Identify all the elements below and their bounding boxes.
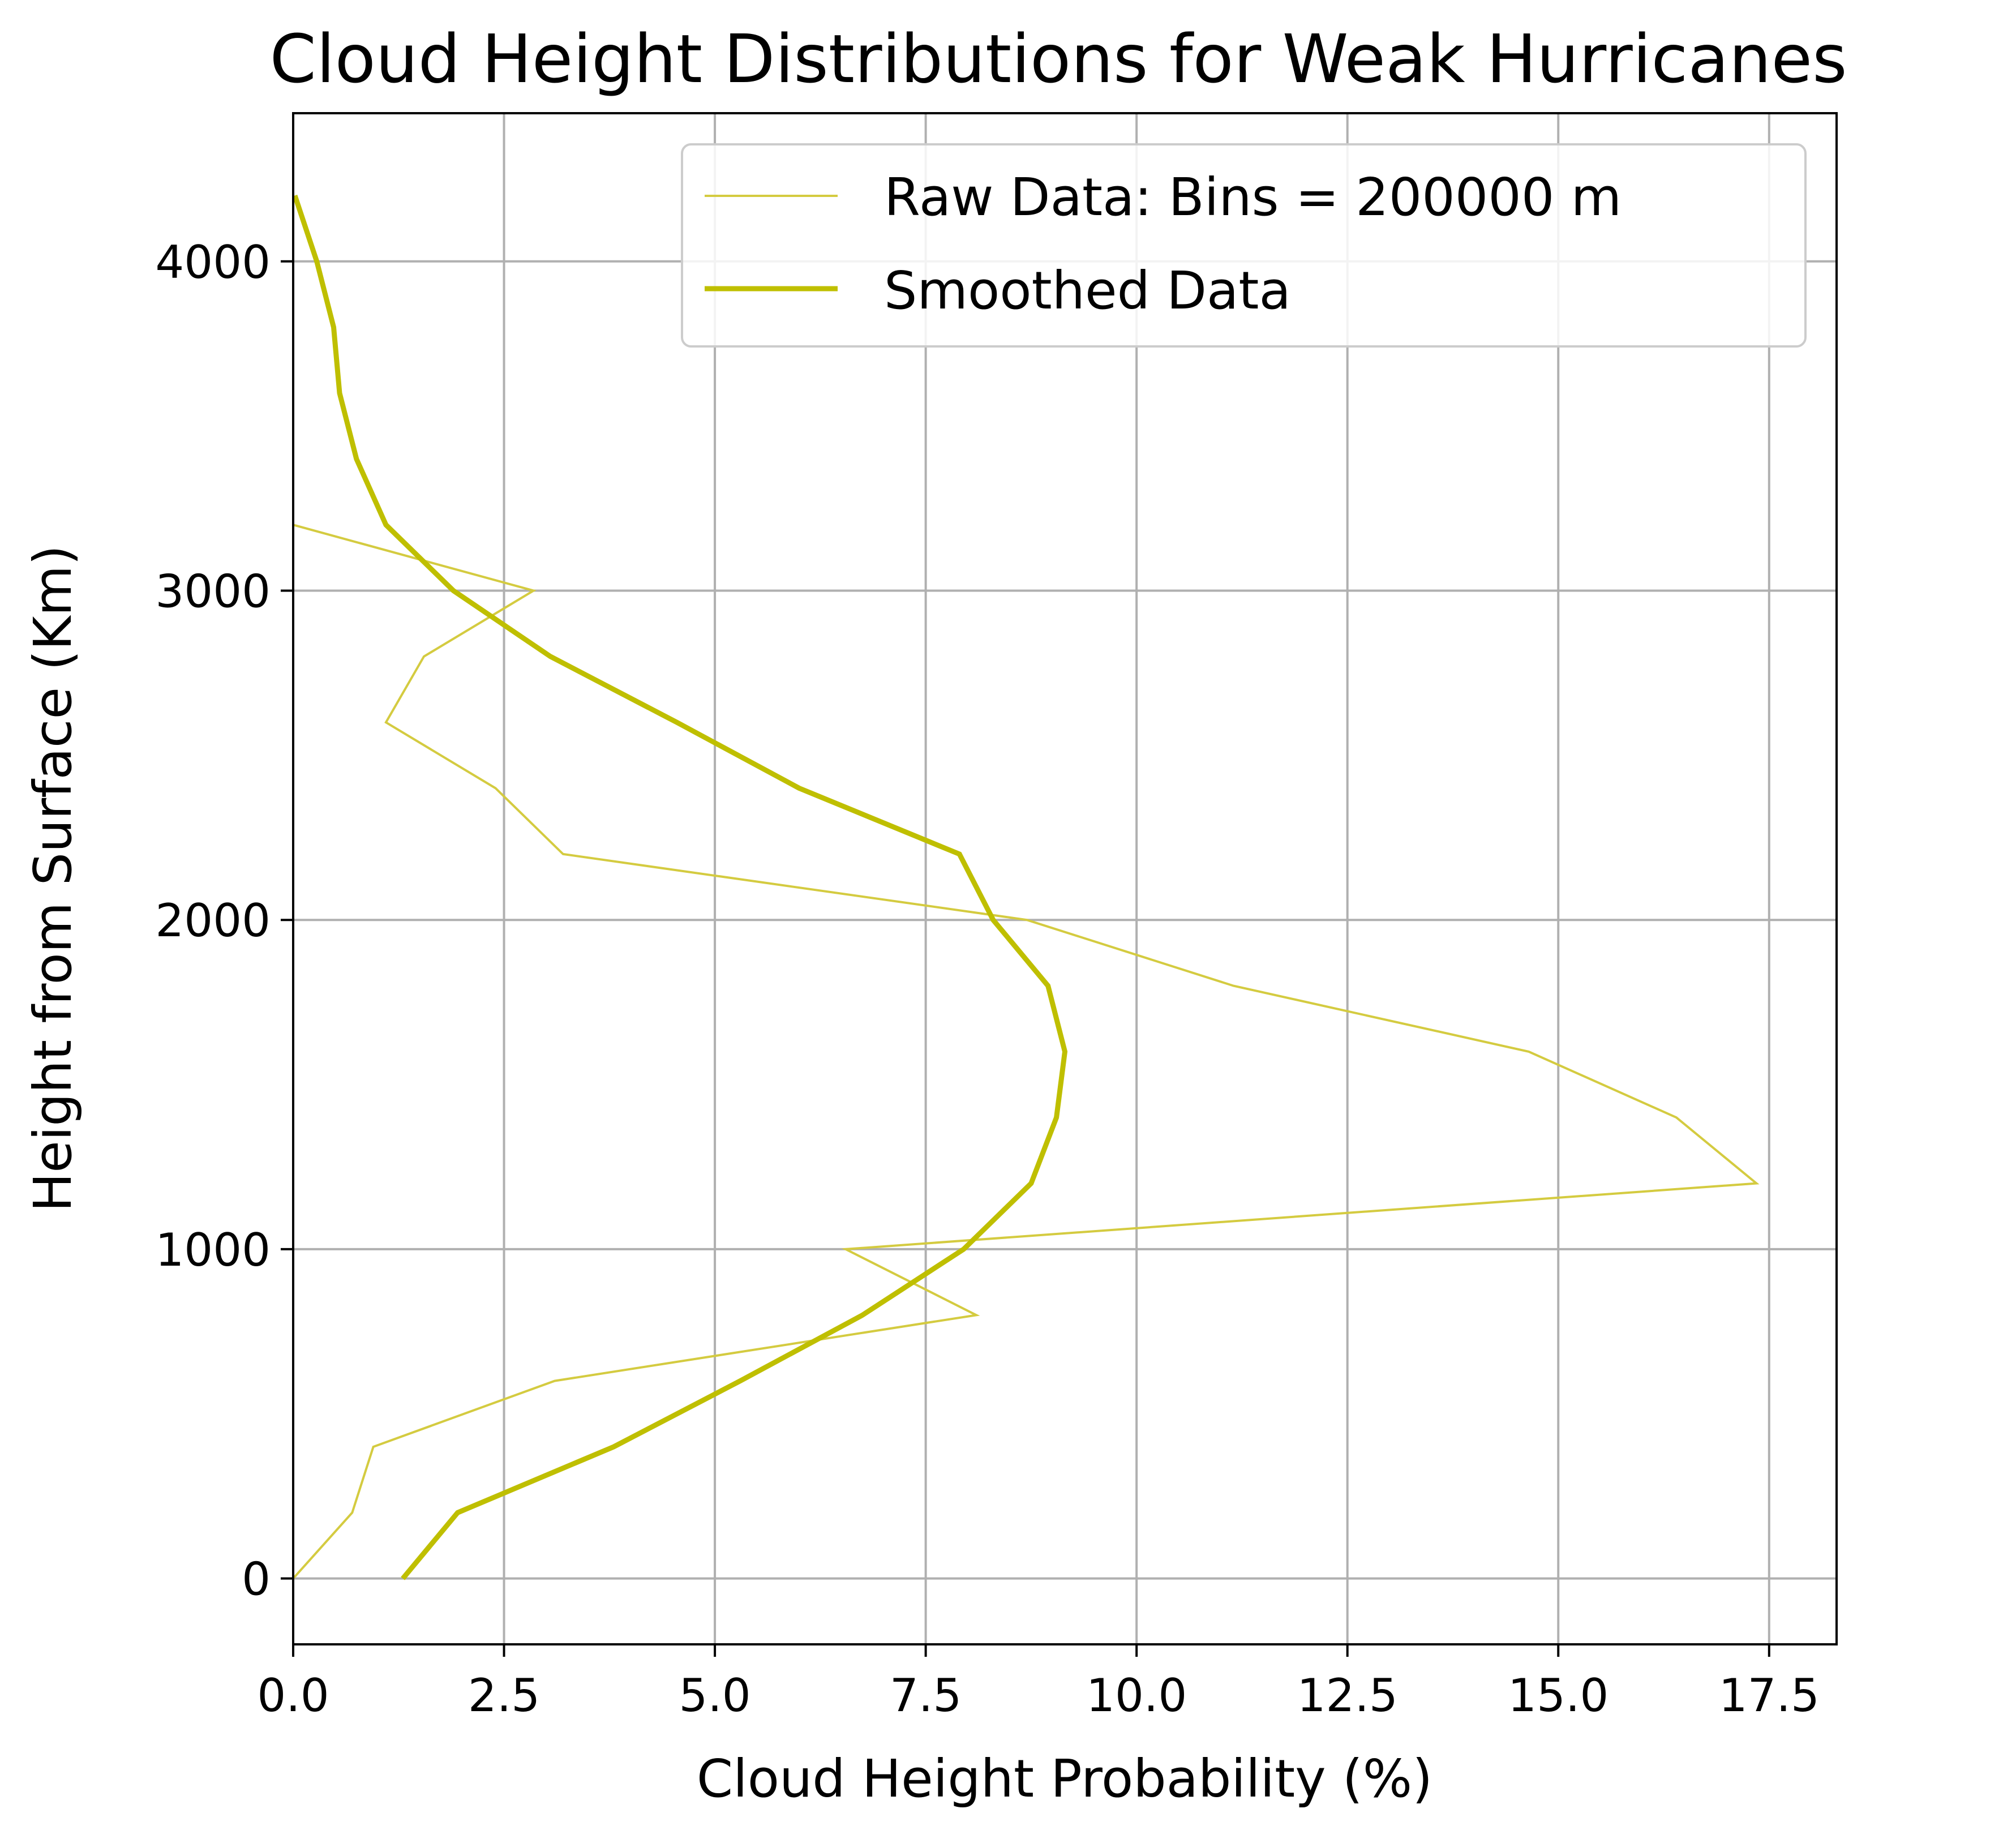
x-tick-label: 0.0 [257, 1669, 329, 1722]
legend-box [681, 143, 1807, 348]
legend-label-smoothed-data: Smoothed Data [884, 260, 1291, 321]
x-tick-label: 12.5 [1297, 1669, 1398, 1722]
series-line-smoothed-data [292, 194, 1068, 1580]
y-tick-label: 2000 [155, 894, 271, 947]
plot-area: 0.0 2.5 5.0 7.5 10.0 12.5 15.0 17.5 0 1000 2000 300… [155, 112, 1838, 1722]
chart-title: Cloud Height Distributions for Weak Hurr… [269, 20, 1847, 98]
x-tick-label: 5.0 [679, 1669, 750, 1722]
x-tick-label: 7.5 [890, 1669, 962, 1722]
x-tick-label: 17.5 [1719, 1669, 1820, 1722]
legend: Raw Data: Bins = 200000 m Smoothed Data [681, 143, 1807, 348]
x-tick-label: 10.0 [1086, 1669, 1187, 1722]
plot-frame [292, 112, 1838, 1645]
y-tick-label: 3000 [155, 565, 271, 618]
y-axis-label: Height from Surface (Km) [23, 545, 83, 1212]
plot-background [293, 113, 1837, 1644]
x-tick-label: 2.5 [468, 1669, 540, 1722]
grid [292, 113, 1837, 1644]
legend-label-raw-data: Raw Data: Bins = 200000 m [884, 167, 1622, 228]
ticks: 0.0 2.5 5.0 7.5 10.0 12.5 15.0 17.5 0 1000 2000 300… [155, 236, 1819, 1722]
x-axis-label: Cloud Height Probability (%) [697, 1748, 1432, 1809]
x-tick-label: 15.0 [1508, 1669, 1608, 1722]
y-tick-label: 1000 [155, 1224, 271, 1276]
y-tick-label: 0 [242, 1553, 271, 1606]
y-tick-label: 4000 [155, 236, 271, 289]
